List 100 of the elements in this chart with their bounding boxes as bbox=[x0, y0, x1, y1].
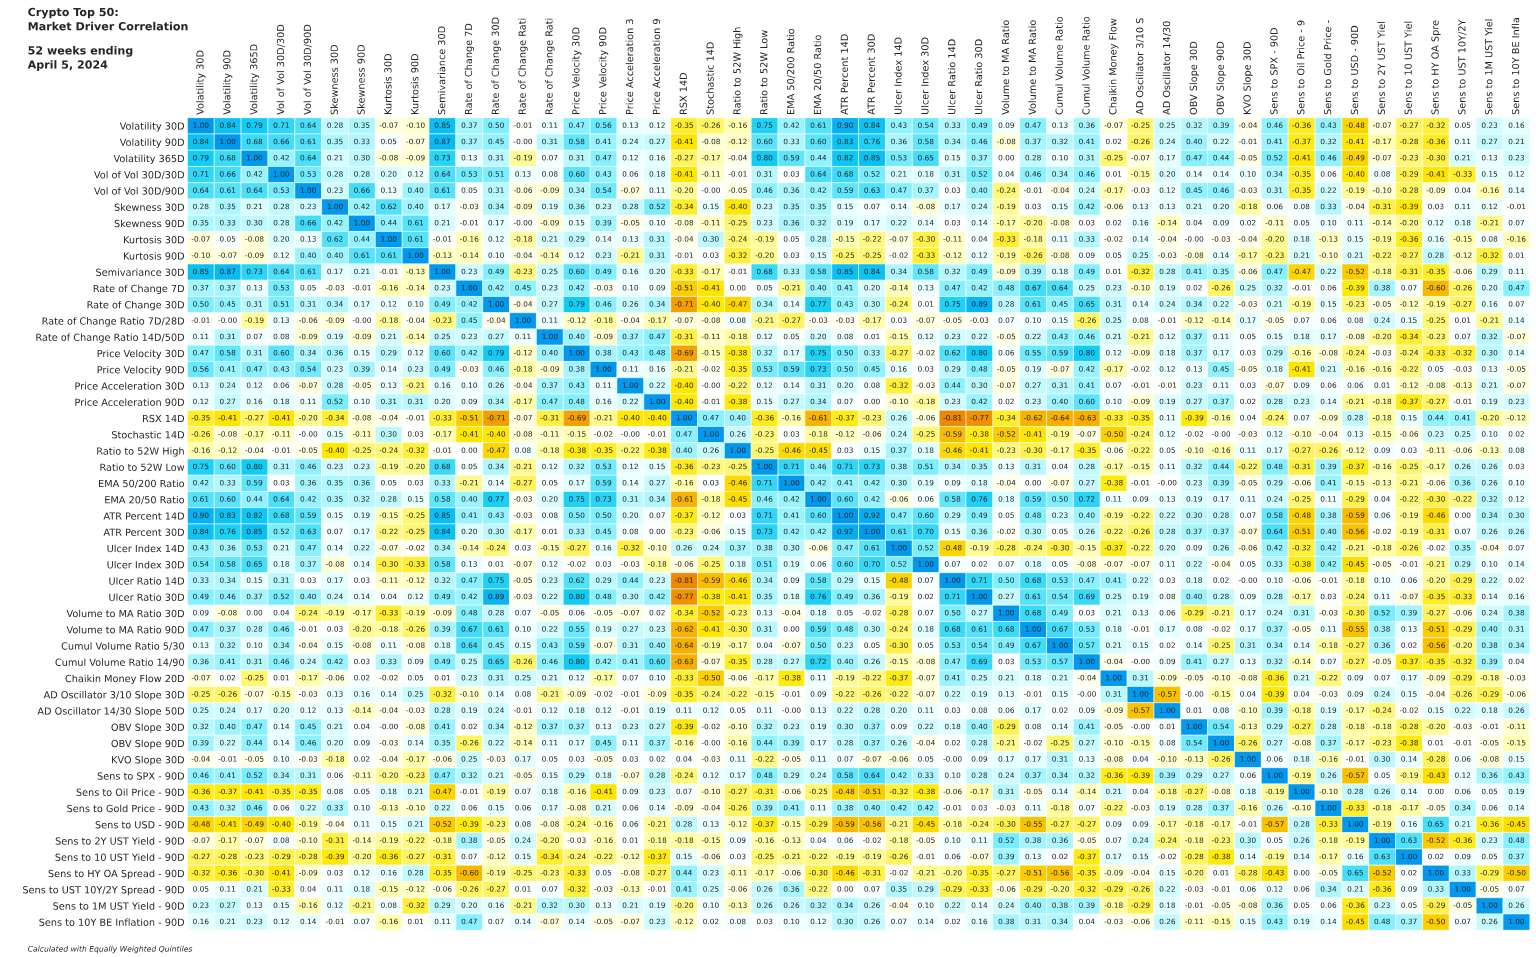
y-tick-label: Rate of Change 30D bbox=[87, 300, 185, 311]
x-tick-label: Sens to Gold Price - bbox=[1323, 20, 1332, 115]
y-tick-label: Price Acceleration 90D bbox=[75, 398, 185, 406]
x-tick-label: Vol of Vol 30D/90D bbox=[303, 24, 312, 115]
x-tick-label: Skewness 30D bbox=[330, 44, 338, 115]
y-tick-label: ATR Percent 14D bbox=[103, 512, 185, 520]
x-tick-label: ATR Percent 30D bbox=[867, 34, 875, 115]
x-tick-label: Volatility 90D bbox=[222, 50, 233, 115]
y-tick-label: EMA 50/200 Ratio bbox=[99, 479, 185, 488]
y-tick-label: OBV Slope 90D bbox=[111, 739, 185, 750]
x-tick-label: Volume to MA Ratio bbox=[1001, 20, 1010, 115]
x-tick-label: Ulcer Ratio 30D bbox=[974, 39, 983, 115]
x-tick-label: Cumul Volume Ratio bbox=[1082, 16, 1090, 115]
x-tick-label: Rate of Change Rati bbox=[518, 18, 528, 114]
x-tick-label: Volatility 365D bbox=[249, 44, 260, 115]
x-tick-label: Sens to 10 UST Yiel bbox=[1404, 21, 1412, 115]
y-tick-label: Ulcer Ratio 14D bbox=[109, 577, 185, 585]
x-tick-label: OBV Slope 90D bbox=[1216, 41, 1226, 115]
x-tick-label: Sens to Oil Price - 9 bbox=[1296, 20, 1305, 115]
y-tick-label: Kurtosis 90D bbox=[123, 252, 185, 260]
x-tick-label: Cumul Volume Ratio bbox=[1055, 16, 1063, 115]
y-tick-label: Volatility 365D bbox=[113, 154, 185, 165]
y-tick-label: Sens to Gold Price - 90D bbox=[67, 804, 185, 813]
x-tick-label: AD Oscillator 14/30 bbox=[1162, 21, 1171, 115]
y-tick-label: Sens to Oil Price - 90D bbox=[76, 788, 185, 796]
x-tick-label: ATR Percent 14D bbox=[840, 34, 849, 115]
x-tick-label: Rate of Change 30D bbox=[491, 17, 501, 114]
x-tick-label: Rate of Change 7D bbox=[464, 23, 475, 114]
y-tick-label: Rate of Change Ratio 14D/50D bbox=[36, 333, 185, 343]
x-tick-label: Volume to MA Ratio bbox=[1028, 20, 1036, 115]
x-tick-label: KVO Slope 30D bbox=[1243, 41, 1253, 114]
x-tick-label: Sens to 10Y BE Infla bbox=[1511, 18, 1520, 115]
x-tick-label: Vol of Vol 30D/30D bbox=[276, 24, 285, 115]
y-tick-label: Cumul Volume Ratio 14/90 bbox=[55, 658, 184, 667]
x-tick-label: EMA 50/200 Ratio bbox=[786, 28, 796, 114]
x-tick-label: EMA 20/50 Ratio bbox=[813, 35, 822, 114]
y-tick-label: Ratio to 52W High bbox=[97, 447, 184, 457]
y-tick-label: Sens to UST 10Y/2Y Spread - 90D bbox=[23, 885, 185, 896]
x-tick-label: Kurtosis 90D bbox=[410, 53, 419, 114]
x-tick-label: Rate of Change Rati bbox=[545, 18, 555, 114]
x-tick-label: Stochastic 14D bbox=[706, 42, 714, 115]
x-tick-label: Ulcer Index 14D bbox=[894, 37, 902, 115]
y-tick-label: Price Velocity 90D bbox=[97, 365, 185, 376]
y-tick-label: Ulcer Ratio 30D bbox=[109, 593, 185, 601]
y-tick-label: Ulcer Index 30D bbox=[107, 560, 185, 569]
x-tick-label: Sens to UST 10Y/2Y bbox=[1458, 19, 1467, 115]
x-tick-label: Semivariance 30D bbox=[437, 26, 446, 115]
y-tick-label: Ratio to 52W Low bbox=[100, 463, 185, 471]
text: 52 weeks ending April 5, 2024 bbox=[27, 45, 133, 71]
y-tick-label: RSX 14D bbox=[143, 414, 185, 423]
chart-title: Crypto Top 50: Market Driver Correlation bbox=[28, 7, 188, 31]
x-tick-label: Price Velocity 30D bbox=[572, 27, 582, 114]
x-tick-label: Ratio to 52W High bbox=[733, 27, 743, 114]
x-tick-label: Ulcer Index 30D bbox=[921, 37, 929, 115]
x-tick-label: Price Acceleration 3 bbox=[625, 19, 634, 114]
x-tick-label: Price Acceleration 9 bbox=[652, 19, 661, 114]
x-tick-label: Ratio to 52W Low bbox=[759, 30, 768, 114]
y-tick-label: ATR Percent 30D bbox=[103, 528, 185, 536]
x-tick-label: Sens to 2Y UST Yiel bbox=[1377, 22, 1386, 115]
y-tick-label: Rate of Change Ratio 7D/28D bbox=[42, 317, 185, 327]
y-tick-label: Sens to 10Y BE Inflation - 90D bbox=[39, 918, 185, 926]
y-tick-label: EMA 20/50 Ratio bbox=[105, 495, 185, 505]
y-tick-label: Kurtosis 30D bbox=[123, 235, 185, 244]
x-tick-label: Sens to HY OA Spre bbox=[1431, 20, 1441, 115]
x-tick-label: RSX 14D bbox=[679, 72, 687, 114]
y-tick-label: Sens to 2Y UST Yield - 90D bbox=[55, 837, 185, 845]
y-tick-label: Skewness 90D bbox=[114, 219, 185, 228]
x-tick-label: Sens to 1M UST Yiel bbox=[1484, 19, 1493, 115]
y-tick-label: Volatility 30D bbox=[119, 122, 185, 132]
y-tick-label: Price Acceleration 30D bbox=[75, 382, 185, 390]
y-tick-label: Price Velocity 30D bbox=[97, 349, 185, 360]
y-tick-label: Sens to HY OA Spread - 90D bbox=[48, 869, 185, 880]
x-tick-label: Skewness 90D bbox=[357, 44, 365, 115]
y-tick-label: Skewness 30D bbox=[114, 203, 185, 211]
x-tick-label: Sens to USD - 90D bbox=[1350, 25, 1359, 115]
y-tick-label: Ulcer Index 14D bbox=[107, 544, 185, 553]
y-tick-label: AD Oscillator 14/30 Slope 50D bbox=[37, 707, 185, 717]
y-tick-label: KVO Slope 30D bbox=[112, 755, 185, 766]
y-tick-label: Vol of Vol 30D/90D bbox=[93, 187, 185, 196]
y-tick-label: Volatility 90D bbox=[119, 138, 185, 148]
x-tick-label: Price Velocity 90D bbox=[598, 27, 609, 114]
y-tick-label: Chaikin Money Flow 20D bbox=[65, 674, 185, 685]
x-tick-label: Ulcer Ratio 14D bbox=[947, 39, 956, 115]
y-tick-label: Volume to MA Ratio 90D bbox=[66, 625, 185, 634]
y-tick-label: Rate of Change 7D bbox=[93, 284, 185, 295]
y-tick-label: Sens to SPX - 90D bbox=[97, 772, 185, 780]
y-tick-label: Vol of Vol 30D/30D bbox=[93, 170, 185, 180]
y-tick-label: OBV Slope 30D bbox=[111, 723, 185, 733]
x-tick-label: Kurtosis 30D bbox=[384, 53, 392, 114]
y-tick-label: Volume to MA Ratio 30D bbox=[66, 609, 185, 618]
y-tick-label: Sens to 10 UST Yield - 90D bbox=[55, 853, 185, 861]
x-tick-label: Chaikin Money Flow bbox=[1108, 18, 1119, 115]
y-tick-label: Cumul Volume Ratio 5/30 bbox=[61, 642, 184, 651]
x-tick-label: Sens to SPX - 90D bbox=[1270, 27, 1278, 115]
y-tick-label: AD Oscillator 3/10 Slope 30D bbox=[43, 690, 185, 701]
y-tick-label: Stochastic 14D bbox=[111, 430, 185, 439]
x-tick-label: OBV Slope 30D bbox=[1189, 41, 1199, 115]
x-tick-label: AD Oscillator 3/10 S bbox=[1135, 18, 1145, 115]
y-tick-label: Semivariance 30D bbox=[96, 268, 185, 276]
y-tick-label: Sens to USD - 90D bbox=[95, 821, 185, 829]
